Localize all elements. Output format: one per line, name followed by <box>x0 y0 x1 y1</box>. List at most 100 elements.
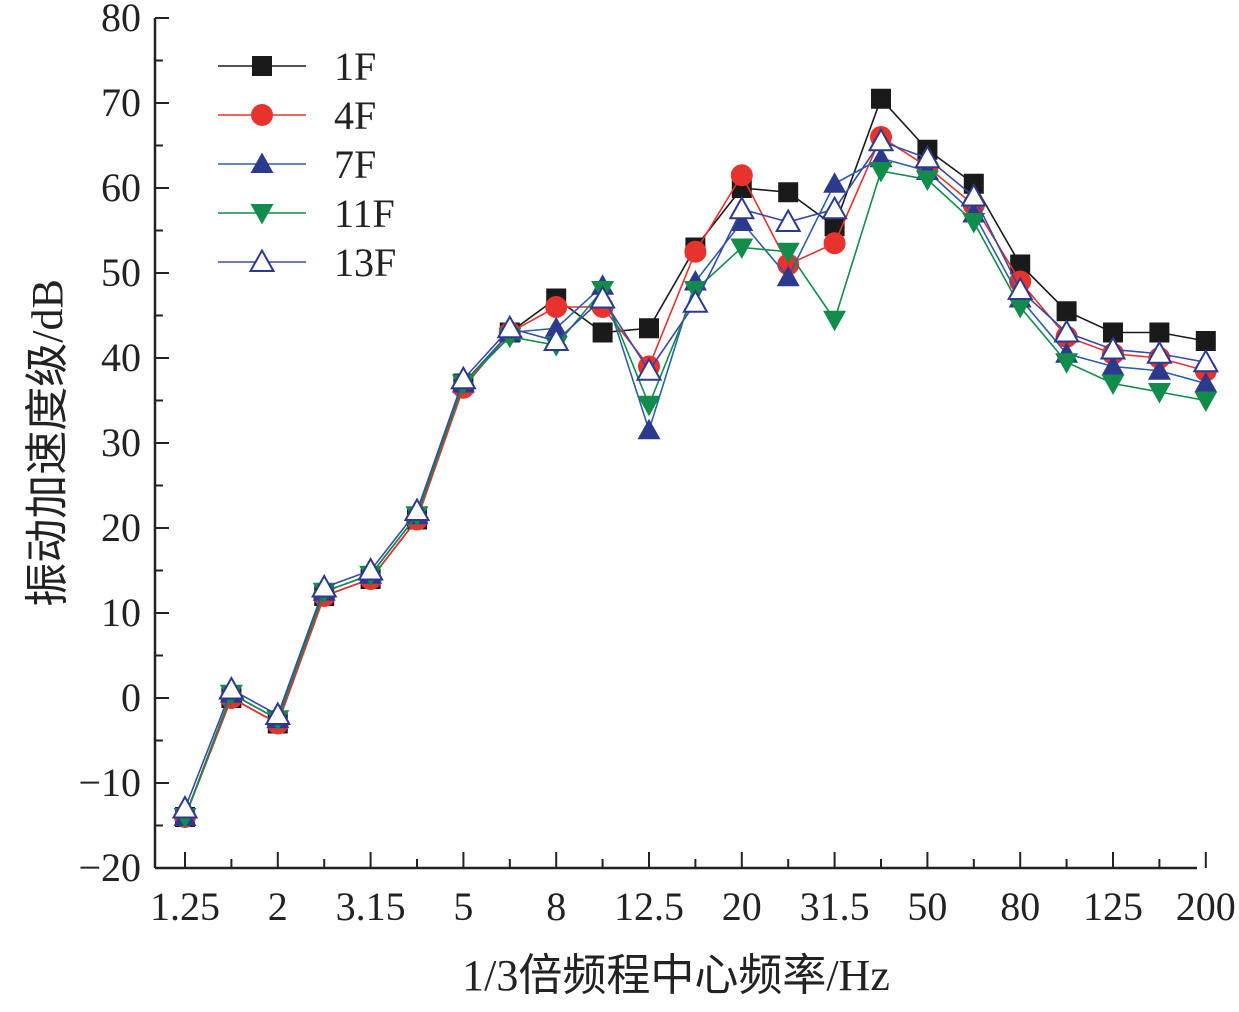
x-tick-label: 12.5 <box>614 884 684 929</box>
data-point-13f <box>682 289 709 313</box>
data-point-13f <box>1053 318 1080 343</box>
legend-marker <box>250 204 274 225</box>
data-point-1f <box>592 322 613 343</box>
data-point-7f <box>1194 372 1218 393</box>
y-tick-label: 70 <box>101 80 141 125</box>
data-point-13f <box>914 144 941 169</box>
y-tick-label: 0 <box>121 675 141 720</box>
x-tick-label: 2 <box>268 884 288 929</box>
data-point-11f <box>1194 391 1218 412</box>
y-tick-label: −10 <box>78 760 141 805</box>
legend-item-4f: 4F <box>218 93 376 138</box>
legend-item-13f: 13F <box>218 240 396 285</box>
y-tick-label: 10 <box>101 590 141 635</box>
data-point-11f <box>823 310 847 332</box>
data-point-13f <box>403 497 431 521</box>
x-tick-label: 50 <box>907 884 947 929</box>
data-point-1f <box>639 318 659 339</box>
data-point-1f <box>871 88 891 109</box>
y-tick-label: 20 <box>101 505 141 550</box>
data-point-4f <box>684 240 707 263</box>
data-point-13f <box>774 208 802 232</box>
data-point-11f <box>776 242 800 264</box>
data-point-13f <box>589 284 616 309</box>
data-point-7f <box>1147 359 1171 380</box>
data-point-13f <box>310 573 338 598</box>
data-point-13f <box>171 794 199 819</box>
legend-label: 7F <box>334 142 376 187</box>
data-point-1f <box>1056 301 1077 322</box>
data-point-13f <box>218 675 245 700</box>
legend-label: 13F <box>334 240 396 285</box>
legend-item-1f: 1F <box>218 44 376 89</box>
data-point-13f <box>1192 348 1220 373</box>
legend-label: 4F <box>334 93 376 138</box>
y-tick-label: −20 <box>78 845 141 890</box>
legend-item-7f: 7F <box>218 142 376 187</box>
data-point-7f <box>730 210 754 231</box>
data-point-1f <box>1010 254 1031 275</box>
data-point-13f <box>821 195 848 220</box>
data-point-13f <box>450 365 477 390</box>
legend-marker <box>251 104 273 126</box>
x-tick-label: 8 <box>546 884 566 929</box>
data-point-11f <box>637 395 661 417</box>
axes: −20 −10 0 10 20 30 40 50 60 70 80 1.25 2 3.15 5 8 12.5 20… <box>78 0 1235 929</box>
series-1f <box>175 88 1216 827</box>
legend-item-11f: 11F <box>218 191 395 236</box>
y-tick-label: 60 <box>101 165 141 210</box>
data-point-4f <box>545 296 568 318</box>
series-13f <box>171 127 1220 819</box>
data-point-11f <box>1101 374 1125 395</box>
data-point-11f <box>1055 353 1079 374</box>
data-point-4f <box>730 164 753 187</box>
data-point-13f <box>960 182 988 207</box>
data-point-13f <box>357 556 384 581</box>
data-point-13f <box>728 195 756 220</box>
x-tick-label: 1.25 <box>150 884 220 929</box>
series-layer <box>171 88 1220 829</box>
data-point-13f <box>496 314 524 339</box>
legend-marker <box>252 56 272 76</box>
series-4f <box>174 126 1217 828</box>
data-point-1f <box>778 182 799 203</box>
data-point-11f <box>1008 298 1032 319</box>
y-axis-title: 振动加速度级/dB <box>23 279 72 607</box>
legend-marker <box>250 152 274 173</box>
x-tick-label: 200 <box>1176 884 1236 929</box>
y-tick-label: 30 <box>101 420 141 465</box>
x-tick-label: 125 <box>1083 884 1143 929</box>
x-tick-label: 3.15 <box>336 884 406 929</box>
x-tick-label: 31.5 <box>800 884 870 929</box>
data-point-7f <box>776 265 800 287</box>
legend-label: 11F <box>334 191 395 236</box>
data-point-7f <box>544 316 568 338</box>
legend-label: 1F <box>334 44 376 89</box>
data-point-13f <box>867 127 895 152</box>
data-point-13f <box>1146 340 1173 364</box>
data-point-13f <box>1006 276 1034 300</box>
y-tick-label: 40 <box>101 335 141 380</box>
data-point-11f <box>869 162 893 183</box>
data-point-1f <box>1149 322 1170 343</box>
y-tick-label: 80 <box>101 0 141 40</box>
y-tick-label: 50 <box>101 250 141 295</box>
x-axis-title: 1/3倍频程中心频率/Hz <box>462 951 890 1000</box>
data-point-11f <box>962 213 986 234</box>
data-point-1f <box>1103 322 1123 343</box>
data-point-13f <box>1099 335 1127 360</box>
data-point-11f <box>730 238 754 259</box>
data-point-13f <box>635 357 663 381</box>
data-point-11f <box>1147 383 1171 404</box>
x-tick-label: 80 <box>1000 884 1040 929</box>
data-point-7f <box>823 172 847 193</box>
data-point-13f <box>264 701 292 725</box>
x-tick-label: 20 <box>722 884 762 929</box>
data-point-7f <box>1101 355 1125 376</box>
data-point-13f <box>542 327 570 351</box>
x-tick-label: 5 <box>453 884 473 929</box>
data-point-11f <box>915 170 939 191</box>
data-point-4f <box>823 232 846 255</box>
